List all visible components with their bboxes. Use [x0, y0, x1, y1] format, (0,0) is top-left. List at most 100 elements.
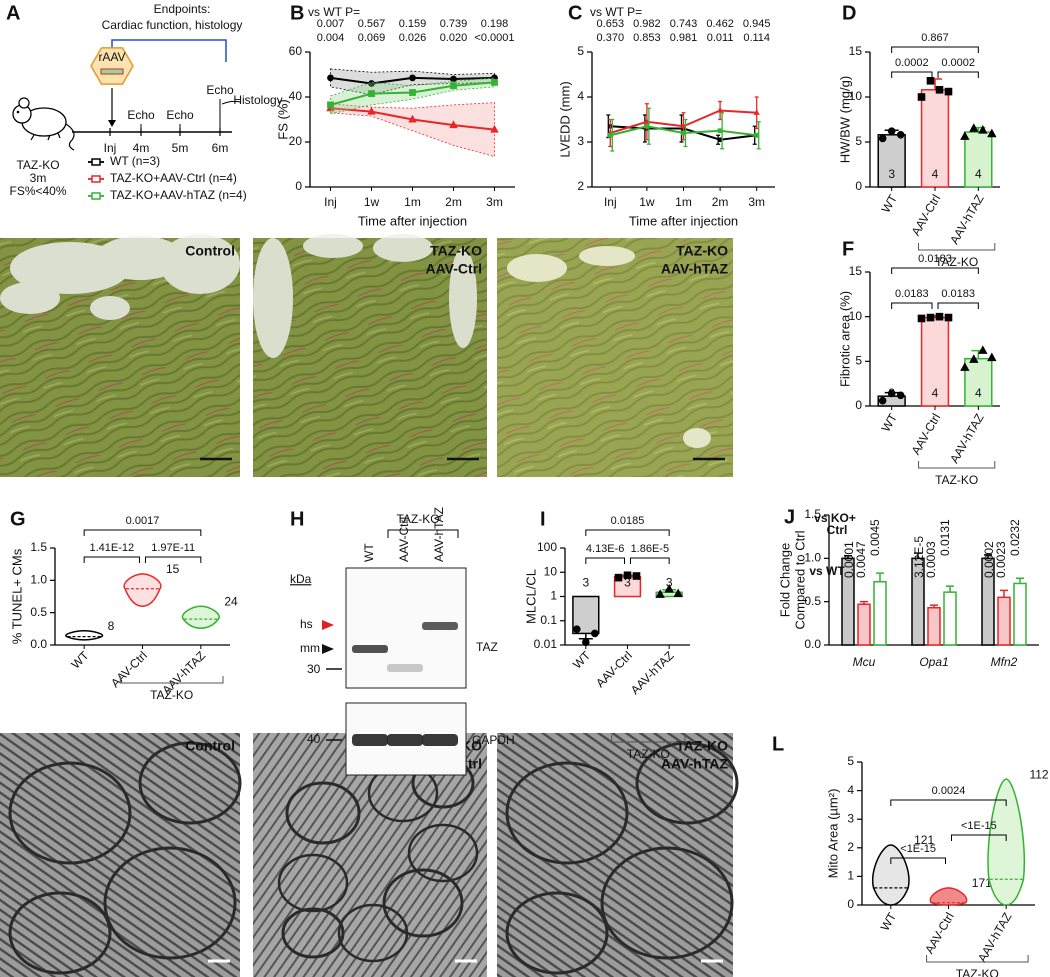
x-axis-label: Time after injection — [629, 213, 738, 228]
violin — [65, 630, 104, 641]
data-point — [623, 571, 632, 580]
error-bar — [1000, 589, 1008, 598]
band-label: GAPDH — [472, 733, 515, 747]
group-label: TAZ-KO — [150, 688, 193, 702]
histology-arrow — [221, 100, 241, 105]
data-point — [655, 589, 665, 598]
x-tick-label: 1m — [675, 195, 692, 209]
data-point — [327, 101, 334, 109]
n-label: 121 — [914, 833, 934, 847]
model-label: 3m — [30, 171, 47, 185]
tissue-shade — [253, 238, 487, 477]
data-point — [887, 127, 896, 136]
x-tick-label: Opa1 — [919, 655, 948, 669]
comparison-bracket — [937, 302, 979, 309]
data-point — [978, 125, 988, 134]
y-tick-label: 15 — [849, 264, 863, 278]
mito-outline — [600, 846, 734, 960]
y-tick-label: 2 — [847, 840, 854, 854]
group-label: TAZ-KO — [396, 512, 439, 526]
marker-arrow — [322, 644, 334, 654]
tissue-gap — [253, 238, 293, 358]
p-value: 0.007 — [317, 18, 345, 30]
error-bar — [914, 552, 922, 559]
x-tick-label: WT — [879, 411, 901, 435]
tissue-gap — [303, 234, 363, 258]
y-tick-label: 1.0 — [804, 551, 821, 565]
error-bar — [930, 604, 938, 608]
bar — [1013, 582, 1027, 646]
y-tick-label: 3 — [577, 134, 584, 148]
y-tick-label: 2 — [577, 179, 584, 193]
error-bar — [578, 633, 593, 640]
panel-label: G — [10, 508, 26, 530]
comparison-bracket — [630, 557, 670, 564]
marker-label: mm — [300, 641, 320, 655]
arrow-head — [108, 120, 116, 127]
p-value: 0.069 — [358, 32, 386, 44]
x-tick-label: 3m — [486, 195, 503, 209]
vector-icon — [90, 47, 134, 85]
p-value: 0.653 — [597, 18, 625, 30]
p-header: vs WT P= — [590, 5, 642, 19]
mito-outline — [138, 741, 242, 825]
legend-marker — [91, 175, 101, 183]
y-tick-label: 1 — [847, 869, 854, 883]
image-label: AAV-hTAZ — [661, 756, 729, 772]
data-point — [960, 362, 970, 371]
y-tick-label: 10 — [544, 564, 558, 578]
p-value: 0.0183 — [941, 288, 975, 300]
y-tick-label: 100 — [537, 540, 557, 554]
bar — [964, 131, 993, 188]
p-row-label: Ctrl — [827, 523, 848, 537]
timeline-label: 6m — [212, 141, 229, 155]
bar — [964, 357, 993, 407]
y-axis-label: LVEDD (mm) — [557, 81, 572, 157]
p-value: 0.370 — [597, 32, 625, 44]
group-label: TAZ-KO — [956, 967, 999, 977]
data-point — [753, 109, 760, 115]
marker-arrow — [322, 620, 334, 630]
data-point — [449, 120, 458, 129]
x-tick-label: 1w — [364, 195, 380, 209]
y-tick-label: 1 — [550, 589, 557, 603]
p-value: 0.945 — [743, 18, 771, 30]
bar — [572, 595, 600, 635]
bar — [857, 603, 871, 646]
x-tick-label: AAV-Ctrl — [593, 648, 635, 690]
comparison-bracket — [951, 834, 1007, 841]
error-bar — [860, 600, 868, 605]
p-value: 0.743 — [670, 18, 698, 30]
comparison-bracket — [891, 46, 979, 53]
n-label: 3 — [624, 576, 631, 590]
endpoints-text: Cardiac function, histology — [102, 18, 243, 32]
x-tick-label: WT — [878, 910, 900, 934]
p-value: 0.981 — [670, 32, 698, 44]
mito-outline — [337, 903, 409, 963]
p-value: 0.0017 — [126, 515, 160, 527]
lane-label: WT — [362, 543, 376, 562]
y-tick-label: 10 — [849, 309, 863, 323]
error-bar — [1016, 577, 1024, 584]
tissue-gap — [449, 248, 477, 348]
p-value: 0.0002 — [941, 57, 975, 69]
group-label: TAZ-KO — [935, 473, 978, 487]
bar — [943, 591, 957, 646]
y-tick-label: 20 — [289, 134, 303, 148]
data-point — [987, 352, 997, 362]
blot-band — [422, 622, 458, 630]
panel-label: L — [772, 733, 784, 755]
echo-label: Echo — [206, 83, 234, 97]
size-label: 40 — [307, 732, 321, 746]
p-value: 0.462 — [706, 18, 734, 30]
panel-label: C — [568, 2, 582, 24]
y-tick-label: 0.5 — [30, 605, 47, 619]
data-point — [944, 313, 953, 322]
p-value: <1E-15 — [961, 820, 997, 832]
tissue-gap — [373, 234, 433, 262]
x-tick-label: AAV-Ctrl — [108, 648, 150, 690]
lane-label: AAV-Ctrl — [397, 517, 411, 562]
data-point — [673, 588, 683, 598]
y-tick-label: 0.5 — [804, 594, 821, 608]
